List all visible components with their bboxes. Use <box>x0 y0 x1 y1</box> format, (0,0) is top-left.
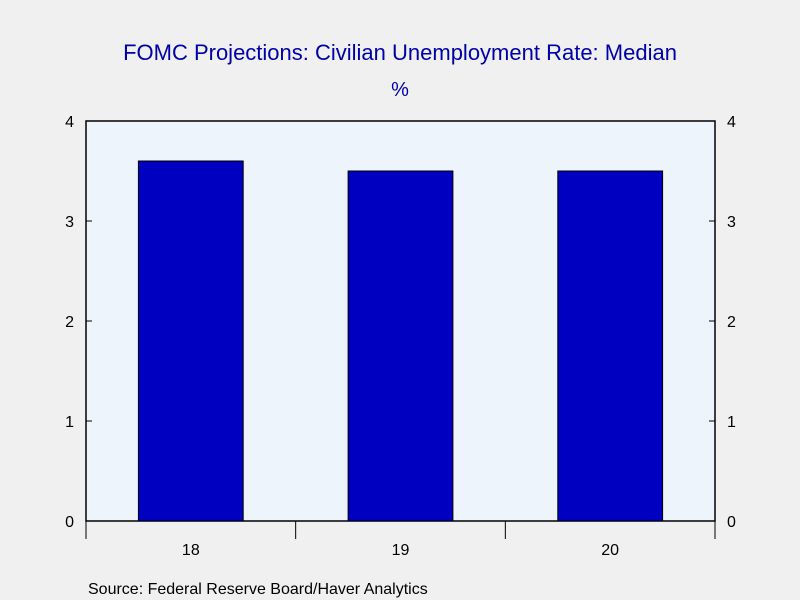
left-y-tick-label: 3 <box>65 214 74 231</box>
right-y-tick-label: 4 <box>727 114 736 131</box>
left-y-tick-label: 0 <box>65 514 74 531</box>
bar-20 <box>557 170 664 522</box>
bars-layer <box>137 160 664 522</box>
chart-subtitle: % <box>391 79 409 101</box>
x-tick-label-18: 18 <box>182 542 200 559</box>
right-y-tick-label: 1 <box>727 414 736 431</box>
axes-layer: 0 0 1 1 2 2 3 3 4 4 18 19 20 <box>65 114 736 559</box>
x-tick-label-20: 20 <box>601 542 619 559</box>
chart-title: FOMC Projections: Civilian Unemployment … <box>123 40 677 65</box>
x-tick-label-19: 19 <box>392 542 410 559</box>
left-y-tick-label: 1 <box>65 414 74 431</box>
left-y-tick-label: 4 <box>65 114 74 131</box>
source-note: Source: Federal Reserve Board/Haver Anal… <box>88 581 428 598</box>
bar-19 <box>347 170 454 522</box>
right-y-tick-label: 2 <box>727 314 736 331</box>
right-y-tick-label: 0 <box>727 514 736 531</box>
left-y-tick-label: 2 <box>65 314 74 331</box>
right-y-tick-label: 3 <box>727 214 736 231</box>
bar-18 <box>137 160 244 522</box>
